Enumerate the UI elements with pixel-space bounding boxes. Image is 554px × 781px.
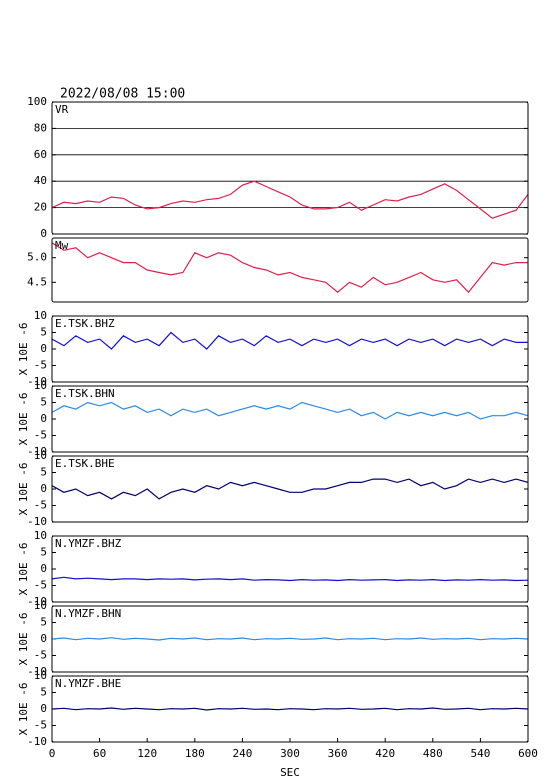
- y-tick-label: 10: [34, 669, 47, 682]
- panel-frame: [51, 385, 529, 453]
- panel-label: N.YMZF.BHZ: [55, 537, 122, 550]
- y-tick-label: -10: [27, 515, 47, 528]
- y-axis-label: X 10E -6: [17, 393, 30, 446]
- y-tick-label: 100: [27, 95, 47, 108]
- x-tick-label: 60: [93, 747, 106, 760]
- y-axis-label: X 10E -6: [17, 463, 30, 516]
- y-axis-label: X 10E -6: [17, 323, 30, 376]
- trace-group: [52, 242, 528, 294]
- trace: [52, 478, 528, 500]
- trace: [52, 576, 528, 582]
- y-axis-label: X 10E -6: [17, 613, 30, 666]
- y-axis-label: X 10E -6: [17, 543, 30, 596]
- y-tick-label: 10: [34, 309, 47, 322]
- y-tick-label: 4.5: [27, 275, 47, 288]
- y-tick-label: 5: [40, 326, 47, 339]
- panel-frame: [51, 535, 529, 603]
- y-tick-label: 0: [40, 562, 47, 575]
- trace: [52, 331, 528, 350]
- x-tick-label: 180: [185, 747, 205, 760]
- y-tick-label: -5: [34, 429, 47, 442]
- y-tick-label: -5: [34, 499, 47, 512]
- panel-frame: [51, 237, 529, 303]
- y-tick-label: 5: [40, 546, 47, 559]
- y-tick-label: 0: [40, 412, 47, 425]
- y-tick-label: 5: [40, 396, 47, 409]
- panel-label: E.TSK.BHZ: [55, 317, 115, 330]
- y-tick-label: 10: [34, 379, 47, 392]
- y-tick-label: 60: [34, 148, 47, 161]
- trace-group: [52, 401, 528, 420]
- x-tick-label: 360: [328, 747, 348, 760]
- y-tick-label: 10: [34, 599, 47, 612]
- panel-frame: [51, 455, 529, 523]
- y-tick-label: -10: [27, 375, 47, 388]
- y-tick-label: 0: [40, 482, 47, 495]
- y-axis-label: X 10E -6: [17, 683, 30, 736]
- x-axis-label: SEC: [280, 766, 300, 779]
- trace: [52, 637, 528, 641]
- y-tick-label: 40: [34, 174, 47, 187]
- panel-label: E.TSK.BHN: [55, 387, 115, 400]
- y-tick-label: -10: [27, 665, 47, 678]
- y-tick-label: 5: [40, 466, 47, 479]
- y-tick-label: 20: [34, 201, 47, 214]
- trace-group: [52, 180, 528, 219]
- y-tick-label: 10: [34, 529, 47, 542]
- x-tick-label: 300: [280, 747, 300, 760]
- trace-group: [52, 576, 528, 582]
- y-tick-label: 5.0: [27, 251, 47, 264]
- trace: [52, 242, 528, 294]
- y-tick-label: -10: [27, 595, 47, 608]
- y-tick-label: 0: [40, 227, 47, 240]
- panel-label: VR: [55, 103, 69, 116]
- y-tick-label: 10: [34, 449, 47, 462]
- panel-frame: [51, 101, 529, 235]
- y-tick-label: -10: [27, 735, 47, 748]
- trace: [52, 707, 528, 711]
- trace: [52, 180, 528, 219]
- panel-label: N.YMZF.BHE: [55, 677, 121, 690]
- trace-group: [52, 331, 528, 350]
- panel-label: Mw: [55, 239, 69, 252]
- y-tick-label: 0: [40, 342, 47, 355]
- y-tick-label: -5: [34, 719, 47, 732]
- y-tick-label: -5: [34, 579, 47, 592]
- trace-group: [52, 478, 528, 500]
- panel-frame: [51, 315, 529, 383]
- x-tick-label: 420: [375, 747, 395, 760]
- y-tick-label: -5: [34, 649, 47, 662]
- trace-group: [52, 637, 528, 641]
- y-tick-label: 5: [40, 686, 47, 699]
- y-tick-label: 0: [40, 702, 47, 715]
- panel-label: N.YMZF.BHN: [55, 607, 121, 620]
- y-tick-label: -10: [27, 445, 47, 458]
- trace-group: [52, 707, 528, 711]
- y-tick-label: -5: [34, 359, 47, 372]
- trace: [52, 401, 528, 420]
- x-tick-label: 0: [49, 747, 56, 760]
- x-tick-label: 240: [232, 747, 252, 760]
- panel-frame: [51, 605, 529, 673]
- x-tick-label: 600: [518, 747, 538, 760]
- panel-label: E.TSK.BHE: [55, 457, 115, 470]
- x-tick-label: 540: [470, 747, 490, 760]
- x-tick-label: 120: [137, 747, 157, 760]
- y-tick-label: 80: [34, 121, 47, 134]
- y-tick-label: 0: [40, 632, 47, 645]
- y-tick-label: 5: [40, 616, 47, 629]
- date-title: 2022/08/08 15:00: [60, 87, 185, 102]
- x-tick-label: 480: [423, 747, 443, 760]
